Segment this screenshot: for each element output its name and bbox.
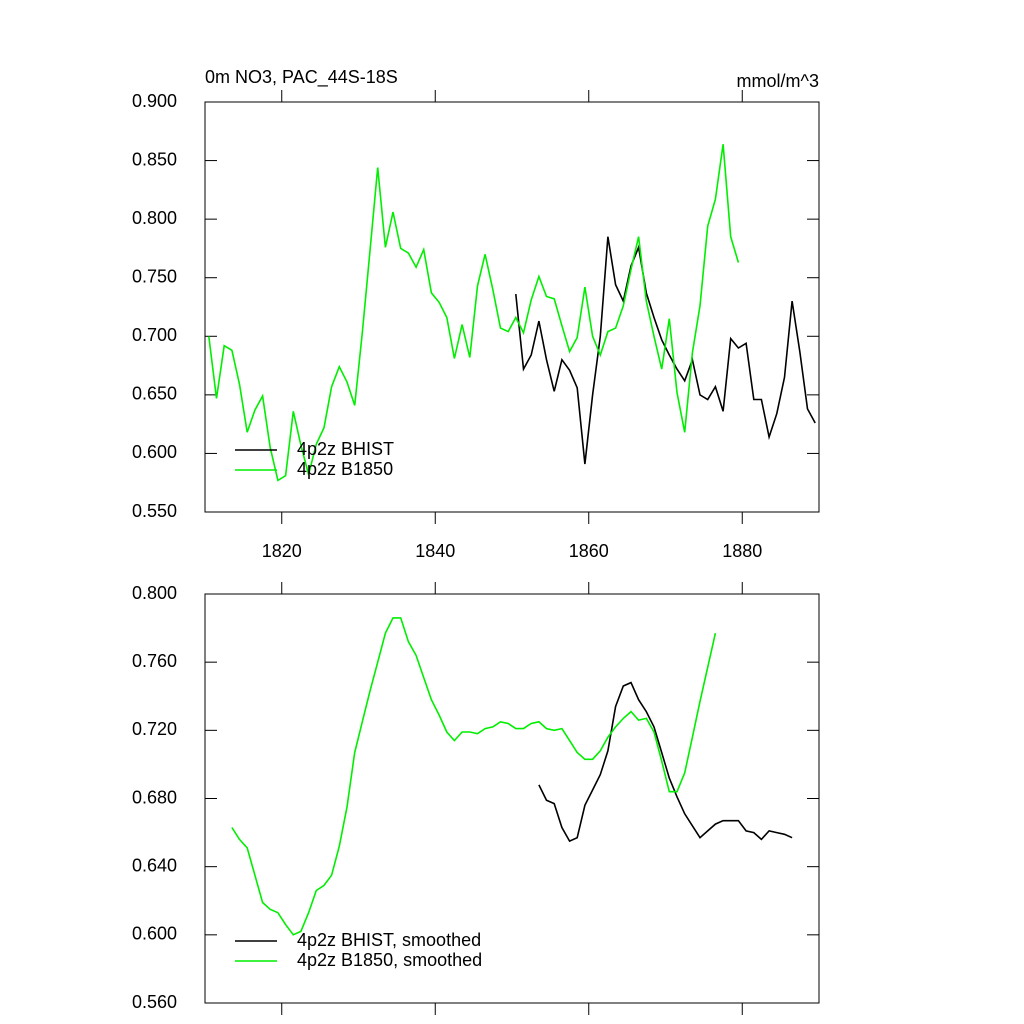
y-tick-label: 0.600 <box>132 924 177 944</box>
x-tick-label: 1820 <box>262 541 302 561</box>
data-line <box>515 236 816 465</box>
y-tick-label: 0.720 <box>132 719 177 739</box>
y-tick-label: 0.850 <box>132 149 177 169</box>
data-line <box>231 617 717 936</box>
legend-label: 4p2z BHIST <box>297 439 394 459</box>
y-tick-label: 0.760 <box>132 651 177 671</box>
x-tick-label: 1840 <box>415 541 455 561</box>
y-tick-label: 0.700 <box>132 325 177 345</box>
y-tick-label: 0.900 <box>132 91 177 111</box>
y-tick-label: 0.560 <box>132 992 177 1012</box>
data-line <box>538 681 793 843</box>
legend-label: 4p2z B1850, smoothed <box>297 950 482 970</box>
y-tick-label: 0.800 <box>132 208 177 228</box>
y-tick-label: 0.600 <box>132 442 177 462</box>
legend-label: 4p2z BHIST, smoothed <box>297 930 481 950</box>
y-tick-label: 0.750 <box>132 266 177 286</box>
y-tick-label: 0.650 <box>132 384 177 404</box>
y-tick-label: 0.680 <box>132 787 177 807</box>
y-tick-label: 0.640 <box>132 855 177 875</box>
plot-frame <box>204 101 820 513</box>
y-tick-label: 0.800 <box>132 583 177 603</box>
x-tick-label: 1860 <box>569 541 609 561</box>
data-line <box>208 144 740 482</box>
y-tick-label: 0.550 <box>132 501 177 521</box>
legend-label: 4p2z B1850 <box>297 459 393 479</box>
x-tick-label: 1880 <box>722 541 762 561</box>
units-label: mmol/m^3 <box>737 71 819 91</box>
chart-title: 0m NO3, PAC_44S-18S <box>205 67 398 88</box>
